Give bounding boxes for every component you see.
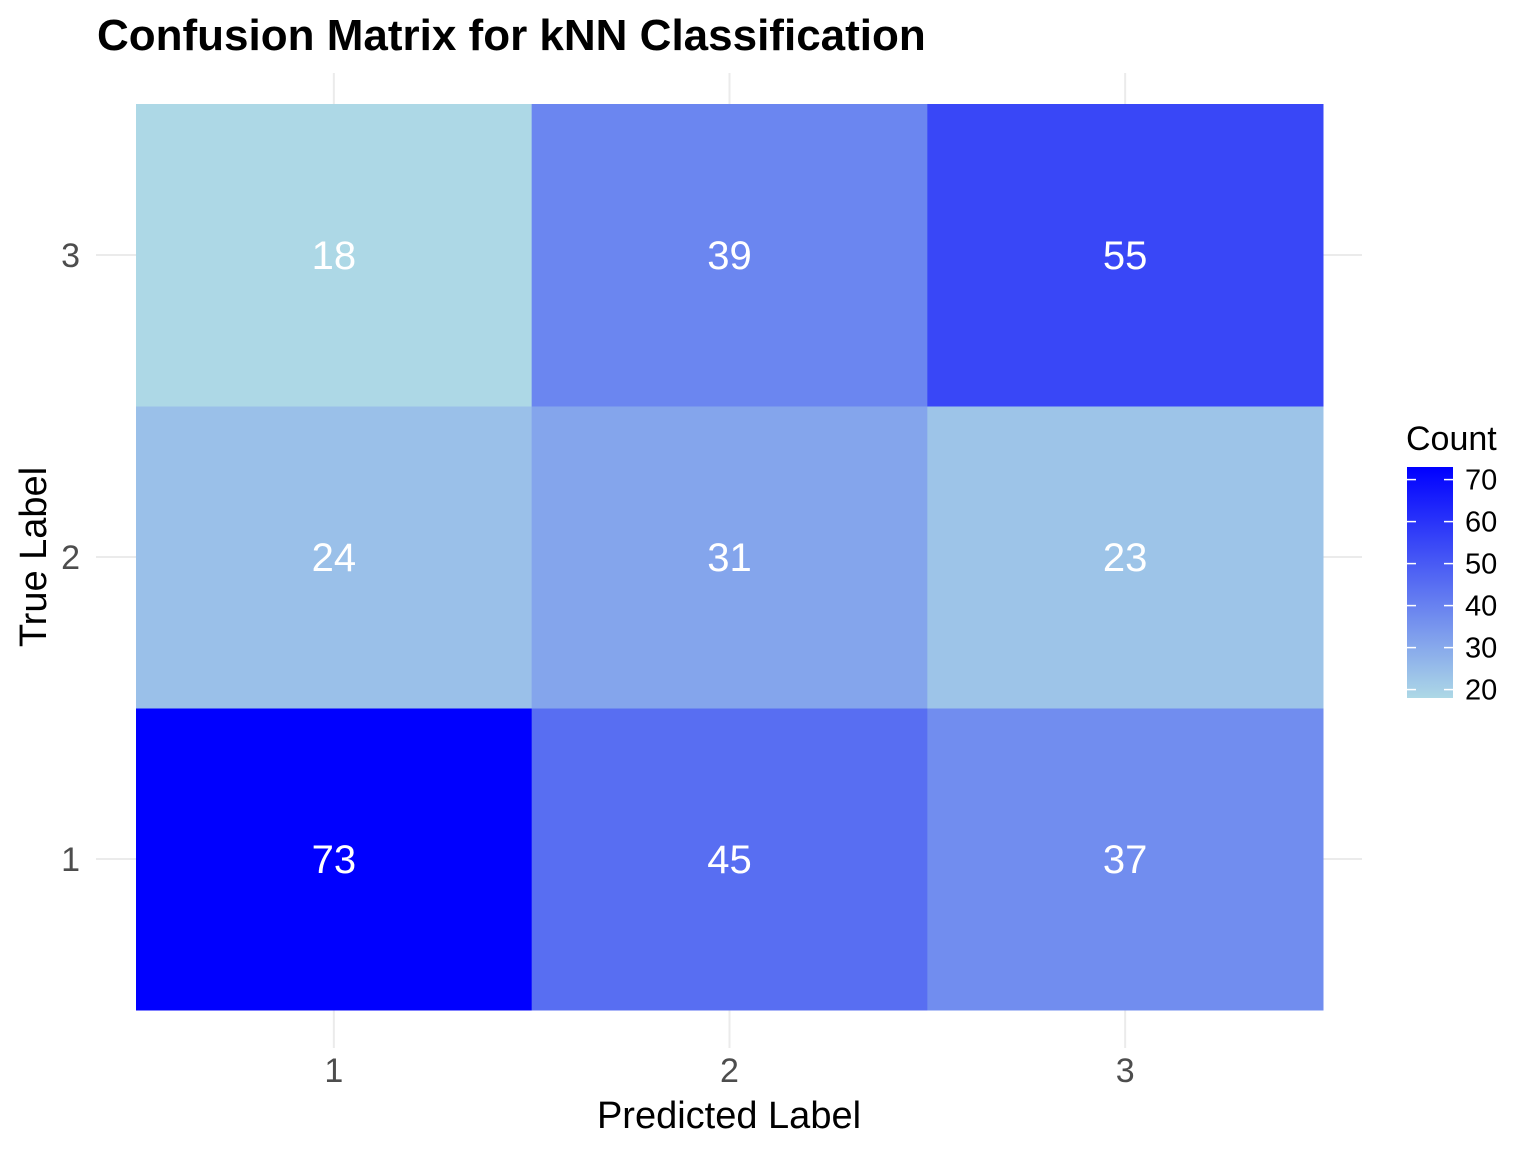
x-tick-label-2: 2 bbox=[720, 1052, 739, 1090]
cell-true-2-pred-1 bbox=[136, 406, 533, 709]
cell-true-3-pred-3 bbox=[927, 104, 1324, 407]
y-tick-label-2: 2 bbox=[61, 539, 80, 577]
cell-label-true-3-pred-3: 55 bbox=[1103, 234, 1148, 278]
cell-label-true-1-pred-2: 45 bbox=[707, 838, 752, 882]
y-axis-title: True Label bbox=[13, 467, 55, 647]
cell-label-true-1-pred-3: 37 bbox=[1103, 838, 1148, 882]
cell-true-1-pred-2 bbox=[531, 708, 928, 1011]
legend: Count 20 30 40 50 60 70 bbox=[1406, 420, 1497, 707]
x-axis-title: Predicted Label bbox=[597, 1095, 861, 1137]
legend-tick-label-50: 50 bbox=[1465, 549, 1497, 581]
legend-title: Count bbox=[1406, 420, 1497, 458]
legend-tick-label-30: 30 bbox=[1465, 633, 1497, 665]
legend-tick-label-60: 60 bbox=[1465, 507, 1497, 539]
heatmap-cells bbox=[136, 104, 1324, 1011]
x-tick-label-1: 1 bbox=[324, 1052, 343, 1090]
legend-colorbar bbox=[1407, 467, 1453, 698]
cell-true-2-pred-2 bbox=[531, 406, 928, 709]
y-tick-label-3: 3 bbox=[61, 237, 80, 275]
cell-label-true-2-pred-2: 31 bbox=[707, 536, 752, 580]
cell-label-true-2-pred-1: 24 bbox=[312, 536, 357, 580]
legend-tick-label-20: 20 bbox=[1465, 675, 1497, 707]
cell-true-1-pred-1 bbox=[136, 708, 533, 1011]
cell-label-true-3-pred-2: 39 bbox=[707, 234, 752, 278]
legend-tick-label-40: 40 bbox=[1465, 591, 1497, 623]
chart-title: Confusion Matrix for kNN Classification bbox=[97, 11, 926, 60]
cell-label-true-3-pred-1: 18 bbox=[312, 234, 357, 278]
cell-label-true-2-pred-3: 23 bbox=[1103, 536, 1148, 580]
x-tick-label-3: 3 bbox=[1116, 1052, 1135, 1090]
legend-tick-label-70: 70 bbox=[1465, 465, 1497, 497]
cell-labels: 73 45 37 24 31 23 18 39 55 bbox=[312, 234, 1148, 882]
cell-true-3-pred-1 bbox=[136, 104, 533, 407]
cell-true-2-pred-3 bbox=[927, 406, 1324, 709]
cell-label-true-1-pred-1: 73 bbox=[312, 838, 357, 882]
cell-true-1-pred-3 bbox=[927, 708, 1324, 1011]
cell-true-3-pred-2 bbox=[531, 104, 928, 407]
y-tick-label-1: 1 bbox=[61, 841, 80, 879]
